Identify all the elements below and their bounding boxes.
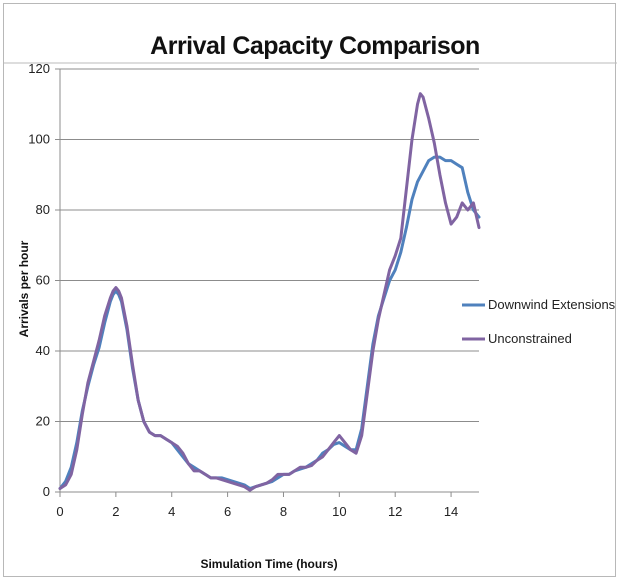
y-tick-label-20: 20 bbox=[36, 414, 50, 429]
y-tick-label-120: 120 bbox=[28, 61, 50, 76]
y-tick-label-80: 80 bbox=[36, 202, 50, 217]
series-lines bbox=[58, 92, 481, 492]
legend-label-downwind-extensions: Downwind Extensions bbox=[488, 297, 616, 312]
x-tick-label-14: 14 bbox=[444, 504, 458, 519]
chart-frame: Arrival Capacity Comparison 0 20 40 60 80 100… bbox=[3, 3, 617, 577]
legend: Downwind Extensions Unconstrained bbox=[462, 297, 616, 346]
x-axis: 0 2 4 6 8 10 12 14 bbox=[56, 491, 479, 519]
y-tick-label-100: 100 bbox=[28, 132, 50, 147]
legend-label-unconstrained: Unconstrained bbox=[488, 331, 572, 346]
y-tick-label-0: 0 bbox=[43, 484, 50, 499]
chart-svg: Arrival Capacity Comparison 020406080100… bbox=[4, 32, 617, 571]
x-tick-label-8: 8 bbox=[280, 504, 287, 519]
chart-title: Arrival Capacity Comparison bbox=[150, 32, 480, 60]
x-tick-label-10: 10 bbox=[332, 504, 346, 519]
y-tick-label-60: 60 bbox=[36, 273, 50, 288]
y-axis-title: Arrivals per hour bbox=[17, 240, 31, 337]
x-tick-label-2: 2 bbox=[112, 504, 119, 519]
x-axis-title: Simulation Time (hours) bbox=[200, 557, 337, 571]
x-tick-label-12: 12 bbox=[388, 504, 402, 519]
x-tick-label-4: 4 bbox=[168, 504, 175, 519]
y-tick-label-40: 40 bbox=[36, 343, 50, 358]
y-axis: 0 20 40 60 80 100 120 bbox=[28, 61, 61, 499]
series-line-unconstrained bbox=[58, 92, 481, 492]
x-tick-label-0: 0 bbox=[56, 504, 63, 519]
x-tick-label-6: 6 bbox=[224, 504, 231, 519]
series-line-downwind-extensions bbox=[58, 155, 481, 490]
